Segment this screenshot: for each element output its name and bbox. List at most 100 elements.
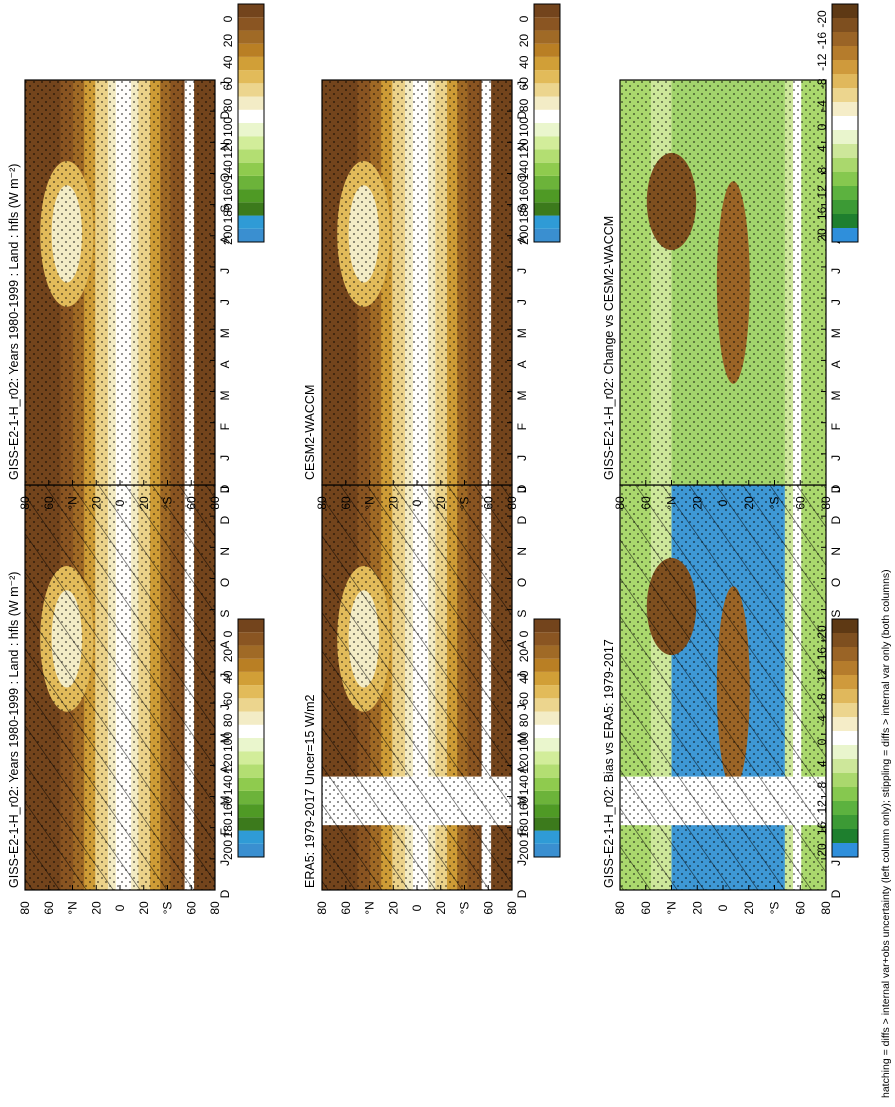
colorbar-swatch [238,658,264,672]
colorbar-label: 200 [221,840,235,860]
colorbar-label: 60 [517,692,531,706]
lat-tick-label: 80 [613,901,627,915]
lat-tick-label: 80 [505,496,519,510]
month-tick-label: M [218,328,232,338]
month-tick-label: J [218,455,232,461]
month-tick-label: S [218,610,232,618]
lat-tick-label: °N [363,901,377,914]
colorbar-swatch [534,17,560,31]
colorbar-swatch [534,632,560,646]
hatching [322,485,512,890]
colorbar-swatch [832,46,858,60]
colorbar-swatch [238,619,264,633]
colorbar-swatch [238,109,264,123]
colorbar-label: 8 [815,782,829,789]
month-tick-label: J [829,299,843,305]
colorbar-swatch [534,658,560,672]
colorbar-label: 160 [517,796,531,816]
colorbar-label: 100 [517,117,531,137]
lat-tick-label: 60 [339,901,353,915]
colorbar-label: -4 [815,715,829,726]
colorbar-swatch [534,96,560,110]
colorbar-swatch [832,731,858,745]
month-tick-label: D [218,515,232,524]
month-tick-label: O [829,578,843,587]
colorbar-label: 120 [517,753,531,773]
colorbar-swatch [534,698,560,712]
colorbar-label: -12 [815,53,829,71]
lat-tick-label: 20 [386,496,400,510]
month-tick-label: J [218,673,232,679]
colorbars-layer: 2001801601401201008060402002001801601401… [221,3,859,860]
lat-tick-label: 0 [410,499,424,506]
colorbar-swatch [534,817,560,831]
colorbar-swatch [832,745,858,759]
colorbar-swatch [832,18,858,32]
month-tick-label: J [829,486,843,492]
colorbar-label: 40 [221,670,235,684]
month-tick-label: J [218,268,232,274]
month-tick-label: J [515,81,529,87]
month-tick-label: J [515,268,529,274]
lat-tick-label: 0 [716,499,730,506]
colorbar-swatch [238,189,264,203]
colorbar-swatch [534,228,560,242]
colorbar-swatch [534,619,560,633]
month-tick-label: D [218,110,232,119]
colorbar-label: 0 [221,15,235,22]
colorbar-label: -16 [815,32,829,50]
colorbar-swatch [832,4,858,18]
month-tick-label: M [515,328,529,338]
colorbar-swatch [534,30,560,44]
colorbar-label: 120 [221,138,235,158]
colorbar-label: 60 [517,77,531,91]
colorbar-label: 80 [221,98,235,112]
colorbar-swatch [534,123,560,137]
colorbar-swatch [832,773,858,787]
month-tick-label: M [829,328,843,338]
colorbar-label: 100 [517,732,531,752]
lat-tick-label: 80 [208,496,222,510]
month-tick-label: J [829,860,843,866]
colorbar-swatch [238,843,264,857]
colorbar-label: 160 [517,181,531,201]
colorbar-p6: 20 16 12 8 4 0 -4 -8 -12 -16 -20 [815,3,859,243]
colorbar-label: 80 [221,713,235,727]
month-tick-label: J [218,704,232,710]
colorbar-label: 140 [517,775,531,795]
colorbar-label: 200 [517,840,531,860]
hatching [25,485,215,890]
month-tick-label: O [515,173,529,182]
month-tick-label: M [218,733,232,743]
colorbar-p5: 20 16 12 8 4 0 -4 -8 -12 -16 -20 [815,618,859,858]
colorbar-label: 20 [517,649,531,663]
month-tick-label: N [515,142,529,151]
month-tick-label: F [218,828,232,835]
colorbar-label: -8 [815,693,829,704]
colorbar-label: -8 [815,78,829,89]
stippling [25,80,215,485]
month-tick-label: J [829,455,843,461]
colorbar-swatch [534,671,560,686]
colorbar-swatch [832,158,858,172]
colorbar-label: 60 [221,692,235,706]
lat-tick-label: 20 [434,496,448,510]
colorbar-swatch [832,214,858,228]
colorbar-label: 200 [517,225,531,245]
colorbar-swatch [832,703,858,717]
colorbar-swatch [534,43,560,57]
colorbar-swatch [534,136,560,150]
colorbar-swatch [832,675,858,689]
lat-tick-label: °S [458,902,472,915]
colorbar-swatch [832,787,858,801]
panel-title: GISS-E2-1-H_r02: Years 1980-1999 : Land … [7,164,21,480]
colorbar-swatch [832,88,858,102]
colorbar-swatch [238,751,264,765]
colorbar-label: -16 [815,647,829,665]
colorbar-swatch [238,56,264,71]
